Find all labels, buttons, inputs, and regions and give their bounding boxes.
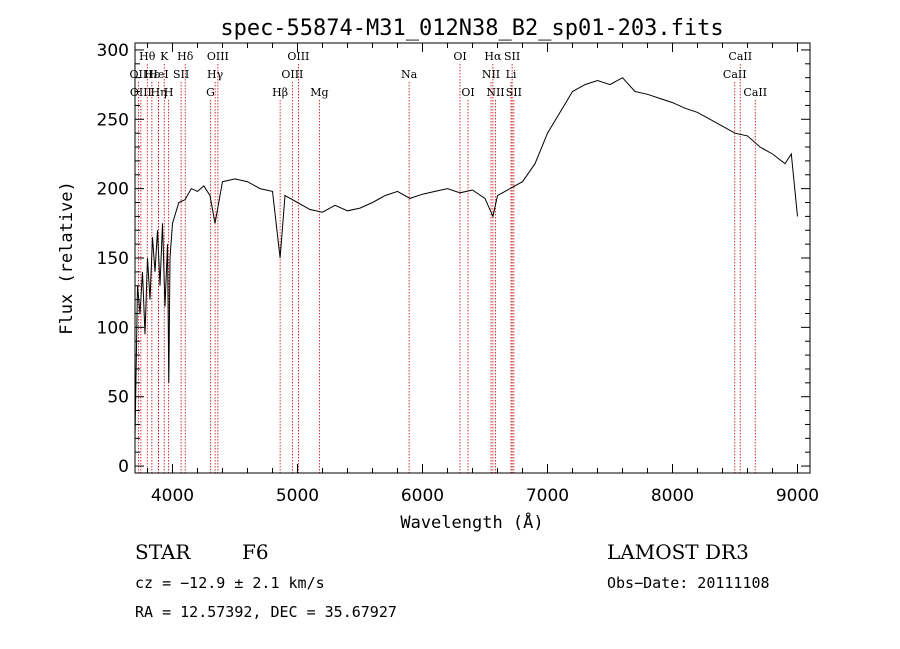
line-markers <box>137 64 756 473</box>
spectral-line-label: Mg <box>310 86 328 99</box>
spectral-line-label: Hε <box>144 68 160 81</box>
spectral-line-label: OIII <box>130 86 152 99</box>
spectral-line-label: SII <box>506 86 522 99</box>
x-tick-label: 6000 <box>401 486 444 506</box>
spectrum-chart: spec-55874-M31_012N38_B2_sp01-203.fits H… <box>57 16 819 533</box>
sky-coordinates: RA = 12.57392, DEC = 35.67927 <box>135 603 397 621</box>
line-labels: Hθ OII OIII Hε Hη K HeI SII H Hδ OIII Hγ G Hβ OIII OIII… <box>130 50 768 99</box>
y-tick-label: 200 <box>97 180 129 200</box>
x-tick-label: 8000 <box>651 486 694 506</box>
spectrum-series <box>134 77 798 439</box>
spectral-line-label: CaII <box>723 68 747 81</box>
spectral-line-label: Hδ <box>177 50 194 63</box>
y-tick-label: 150 <box>97 249 129 269</box>
spectral-line-label: Li <box>506 68 517 81</box>
object-subclass: F6 <box>242 540 269 564</box>
spectral-line-label: NII <box>482 68 500 81</box>
survey-name: LAMOST DR3 <box>607 540 749 564</box>
y-axis-label: Flux (relative) <box>57 181 77 335</box>
x-axis-ticks: 4000 5000 6000 7000 8000 9000 <box>147 43 819 506</box>
spectral-line-label: OI <box>453 50 466 63</box>
spectral-line-label: OII <box>130 68 148 81</box>
spectral-line-label: Hα <box>484 50 502 63</box>
spectral-line-label: Hη <box>151 86 167 99</box>
spectral-line-label: K <box>160 50 169 63</box>
spectral-line-label: G <box>206 86 215 99</box>
object-type: STAR <box>135 540 191 564</box>
chart-title: spec-55874-M31_012N38_B2_sp01-203.fits <box>220 16 723 41</box>
y-tick-label: 300 <box>97 41 129 61</box>
spectral-line-label: SII <box>504 50 520 63</box>
y-tick-label: 250 <box>97 110 129 130</box>
x-tick-label: 9000 <box>776 486 819 506</box>
spectral-line-label: OI <box>461 86 474 99</box>
spectral-line-label: Na <box>401 68 418 81</box>
spectral-line-label: OIII <box>207 50 229 63</box>
spectral-line-label: H <box>164 86 174 99</box>
y-axis-ticks: 0 50 100 150 200 250 300 <box>97 41 810 477</box>
spectral-line-label: HeI <box>148 68 168 81</box>
spectral-line-label: CaII <box>728 50 752 63</box>
x-tick-label: 7000 <box>526 486 569 506</box>
spectral-line-label: Hβ <box>272 86 288 99</box>
x-axis-label: Wavelength (Å) <box>400 511 543 533</box>
spectral-line-label: OIII <box>287 50 309 63</box>
spectral-line-label: OIII <box>281 68 303 81</box>
spectral-line-label: Hγ <box>207 68 224 81</box>
redshift-velocity: cz = −12.9 ± 2.1 km/s <box>135 574 325 592</box>
x-tick-label: 5000 <box>276 486 319 506</box>
plot-frame <box>134 42 811 474</box>
x-tick-label: 4000 <box>151 486 194 506</box>
y-tick-label: 100 <box>97 318 129 338</box>
y-tick-label: 0 <box>118 457 129 477</box>
spectral-line-label: CaII <box>743 86 767 99</box>
spectral-line-label: Hθ <box>139 50 156 63</box>
spectral-line-label: NII <box>486 86 504 99</box>
observation-date: Obs−Date: 20111108 <box>607 574 770 592</box>
spectral-line-label: SII <box>173 68 189 81</box>
y-tick-label: 50 <box>107 388 129 408</box>
